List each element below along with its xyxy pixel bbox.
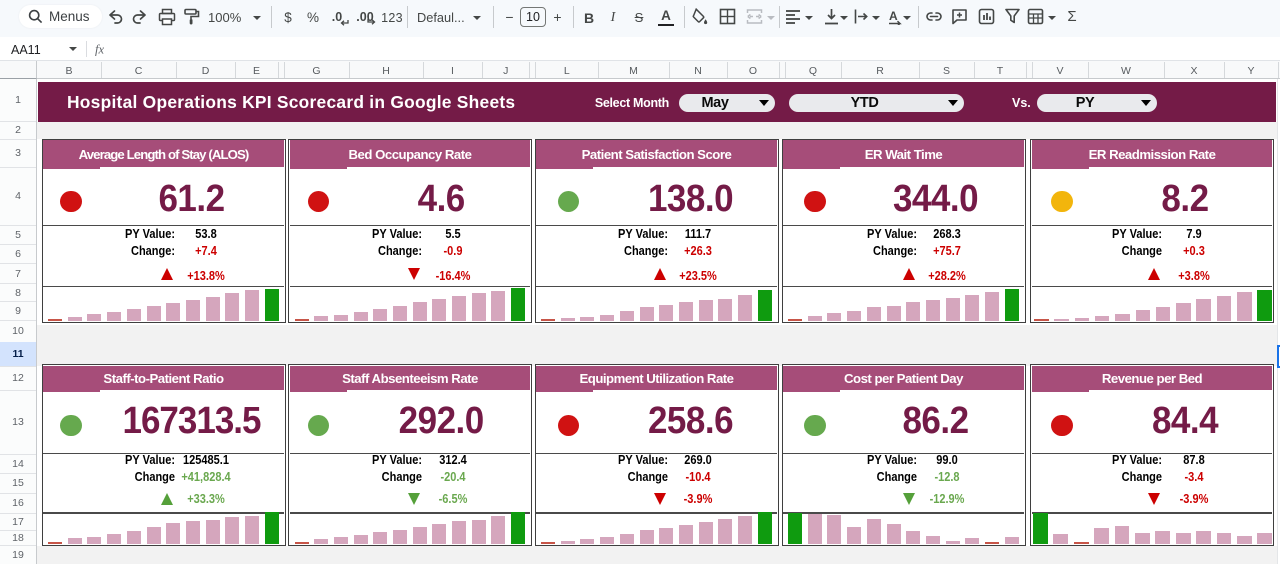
svg-text:A: A bbox=[889, 9, 898, 23]
svg-text:fx: fx bbox=[95, 43, 104, 57]
